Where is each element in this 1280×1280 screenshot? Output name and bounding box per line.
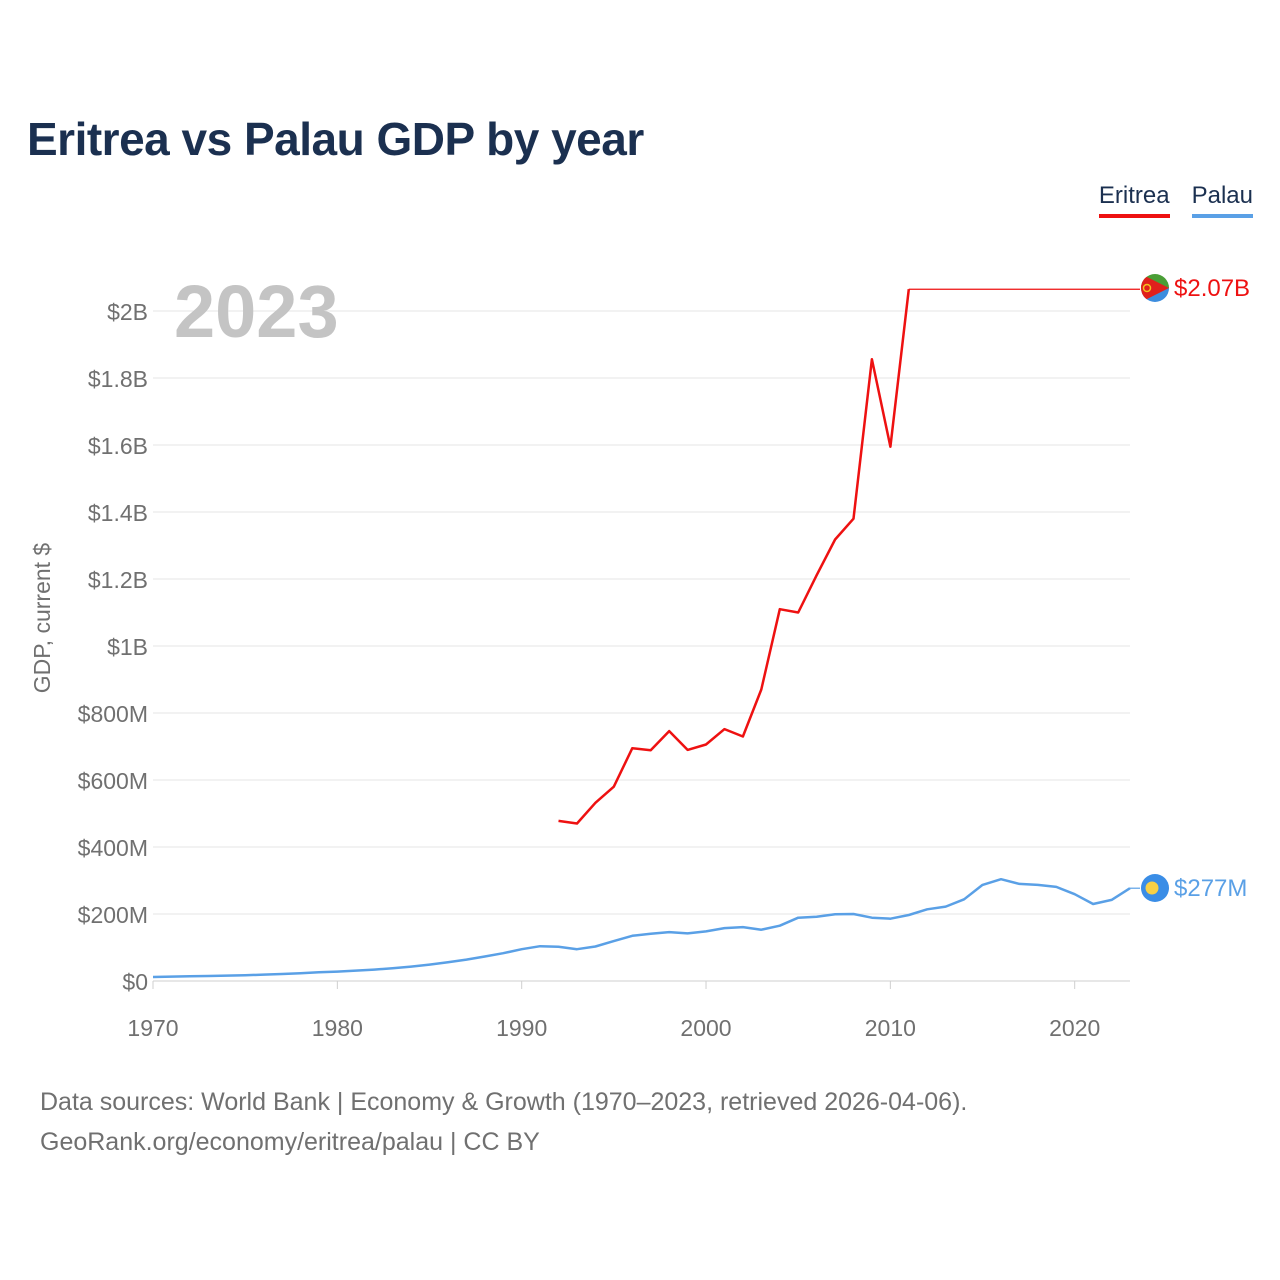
legend: Eritrea Palau: [1098, 182, 1253, 218]
y-tick-label: $1.6B: [88, 433, 148, 459]
y-axis-label: GDP, current $: [29, 543, 55, 694]
y-tick-label: $800M: [78, 701, 148, 727]
data-sources-text: Data sources: World Bank | Economy & Gro…: [40, 1088, 968, 1116]
y-tick-label: $1.2B: [88, 567, 148, 593]
palau-end-label: $277M: [1174, 875, 1247, 902]
y-tick-label: $400M: [78, 835, 148, 861]
y-tick-label: $200M: [78, 902, 148, 928]
attribution-text: GeoRank.org/economy/eritrea/palau | CC B…: [40, 1128, 540, 1156]
x-tick-label: 2000: [680, 1015, 731, 1041]
series-line-eritrea: [558, 289, 911, 825]
y-tick-label: $600M: [78, 768, 148, 794]
legend-item-eritrea[interactable]: Eritrea: [1098, 182, 1170, 218]
y-tick-label: $1B: [107, 634, 148, 660]
x-tick-label: 2010: [865, 1015, 916, 1041]
y-tick-label: $1.4B: [88, 500, 148, 526]
year-watermark: 2023: [174, 270, 339, 353]
gdp-line-chart: $0 $200M $400M $600M $800M $1B $1.2B $1.4B $1.6B…: [29, 270, 1250, 1041]
x-tick-label: 1980: [312, 1015, 363, 1041]
series-line-palau: [152, 877, 1131, 979]
legend-item-palau[interactable]: Palau: [1191, 182, 1253, 218]
y-tick-label: $0: [122, 969, 148, 995]
y-tick-label: $2B: [107, 299, 148, 325]
grid-lines: [153, 310, 1130, 982]
x-tick-label: 2020: [1049, 1015, 1100, 1041]
eritrea-end-label: $2.07B: [1174, 275, 1250, 302]
chart-title: Eritrea vs Palau GDP by year: [27, 113, 644, 165]
axes: $0 $200M $400M $600M $800M $1B $1.2B $1.4B $1.6B…: [78, 299, 1101, 1041]
footer: Data sources: World Bank | Economy & Gro…: [40, 1082, 967, 1162]
y-tick-label: $1.8B: [88, 366, 148, 392]
palau-flag-icon: [1141, 874, 1169, 902]
x-tick-label: 1970: [127, 1015, 178, 1041]
eritrea-flag-icon: [1141, 274, 1169, 302]
series: [152, 288, 1140, 979]
x-tick-label: 1990: [496, 1015, 547, 1041]
